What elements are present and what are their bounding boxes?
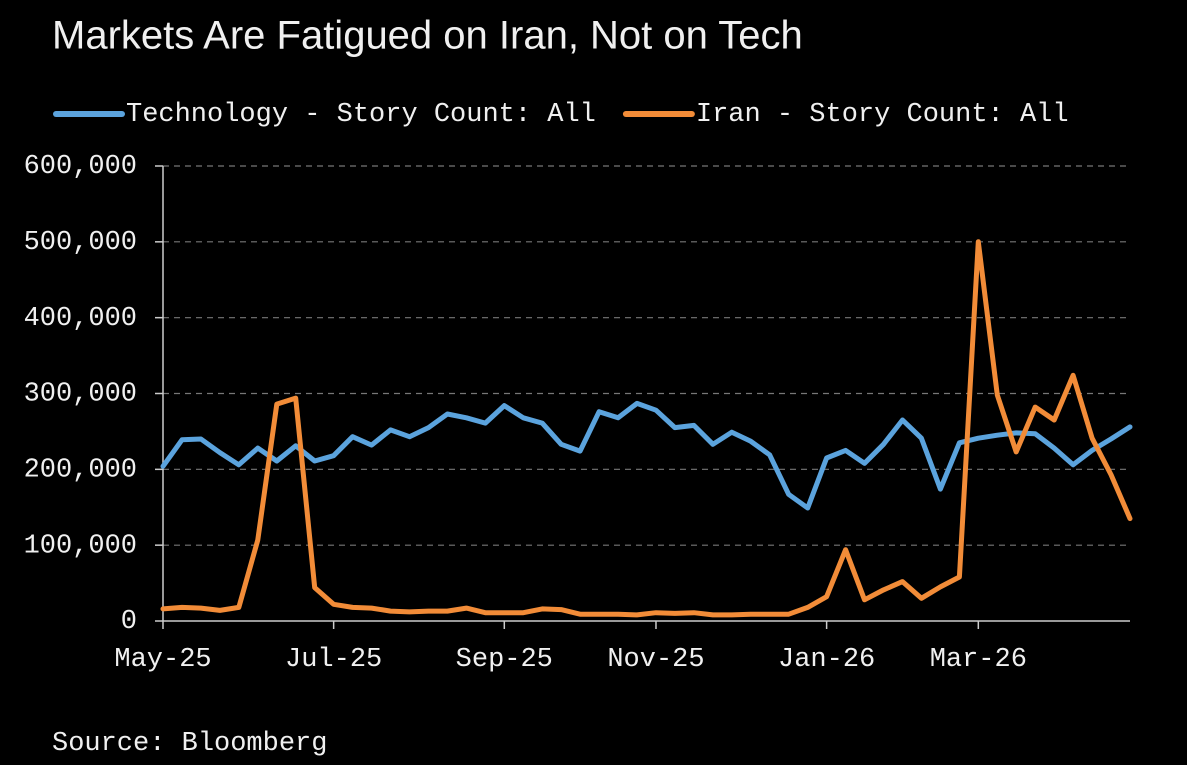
x-tick-label: Sep-25	[456, 645, 553, 675]
y-tick-label: 100,000	[24, 531, 137, 561]
y-tick-label: 500,000	[24, 228, 137, 258]
y-tick-label: 300,000	[24, 380, 137, 410]
chart-title: Markets Are Fatigued on Iran, Not on Tec…	[52, 14, 803, 58]
source: Source: Bloomberg	[52, 729, 327, 759]
x-tick-label: Nov-25	[607, 645, 704, 675]
y-tick-label: 400,000	[24, 304, 137, 334]
x-tick-label: May-25	[114, 645, 211, 675]
legend-label: Iran - Story Count: All	[696, 100, 1069, 130]
series-line	[160, 239, 1133, 618]
y-tick-label: 200,000	[24, 455, 137, 485]
x-tick-label: Jul-25	[285, 645, 382, 675]
legend-label: Technology - Story Count: All	[126, 100, 596, 130]
x-tick-label: Jan-26	[778, 645, 875, 675]
y-tick-label: 0	[121, 607, 137, 637]
y-tick-label: 600,000	[24, 152, 137, 182]
x-tick-label: Mar-26	[930, 645, 1027, 675]
series-line	[160, 400, 1133, 511]
